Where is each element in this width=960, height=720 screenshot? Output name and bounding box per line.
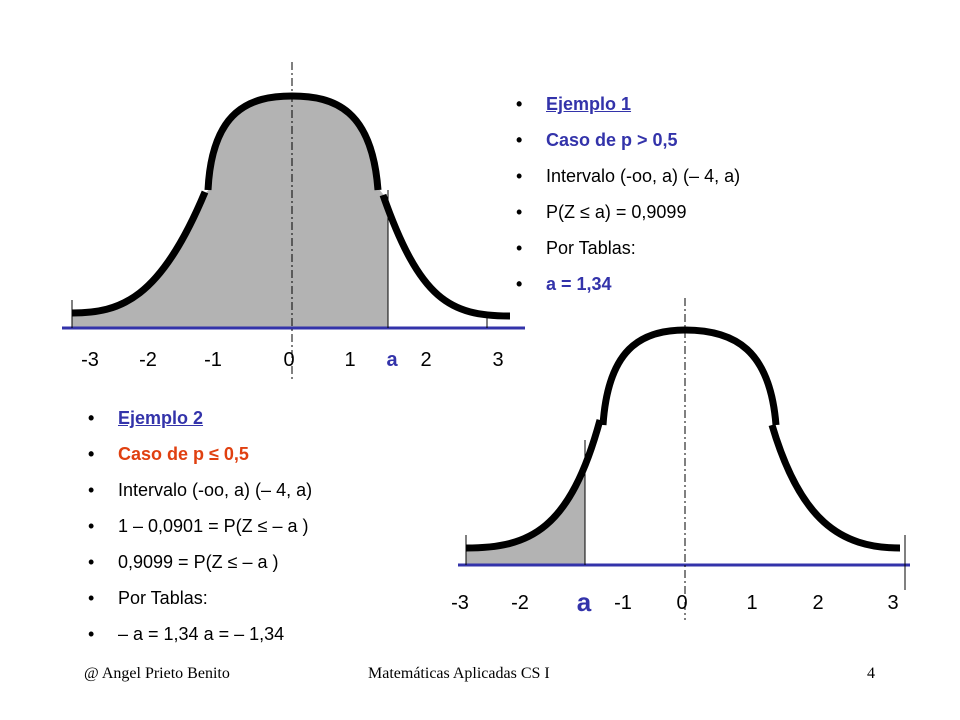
curve-segment-2a xyxy=(465,419,604,552)
footer-course: Matemáticas Aplicadas CS I xyxy=(368,665,550,682)
tick-label: 0 xyxy=(283,349,295,371)
tick-label: -2 xyxy=(139,349,157,371)
example-2-result: – a = 1,34 a = – 1,34 xyxy=(84,616,312,652)
tick-label: -2 xyxy=(511,592,529,614)
example-1-interval: Intervalo (-oo, a) (– 4, a) xyxy=(512,158,740,194)
tick-label: 3 xyxy=(887,592,899,614)
footer-author: @ Angel Prieto Benito xyxy=(84,665,230,682)
curve-segment-1c xyxy=(379,193,511,320)
tick-label: 1 xyxy=(746,592,758,614)
example-1-result: a = 1,34 xyxy=(512,266,740,302)
tick-label-a: a xyxy=(386,349,398,371)
curve-segment-1a xyxy=(71,190,209,317)
example-2-title: Ejemplo 2 xyxy=(84,400,312,436)
tick-label: 2 xyxy=(420,349,432,371)
example-2-tables: Por Tablas: xyxy=(84,580,312,616)
tick-label: -1 xyxy=(614,592,632,614)
tick-label: -3 xyxy=(81,349,99,371)
curve-segment-1b xyxy=(204,92,382,191)
tick-label: 0 xyxy=(676,592,688,614)
example-2-list: Ejemplo 2 Caso de p ≤ 0,5 Intervalo (-oo… xyxy=(84,400,312,652)
example-2-case: Caso de p ≤ 0,5 xyxy=(84,436,312,472)
footer-page-number: 4 xyxy=(867,665,875,682)
tick-label: 3 xyxy=(492,349,504,371)
tick-label: -3 xyxy=(451,592,469,614)
shaded-area-2 xyxy=(466,470,585,565)
example-1-probability: P(Z ≤ a) = 0,9099 xyxy=(512,194,740,230)
example-2-probability: 0,9099 = P(Z ≤ – a ) xyxy=(84,544,312,580)
tick-label-a: a xyxy=(576,587,592,617)
tick-label: 2 xyxy=(812,592,824,614)
example-2-interval: Intervalo (-oo, a) (– 4, a) xyxy=(84,472,312,508)
tick-label: -1 xyxy=(204,349,222,371)
curve-segment-2b xyxy=(599,326,780,426)
example-1-case: Caso de p > 0,5 xyxy=(512,122,740,158)
example-1-tables: Por Tablas: xyxy=(512,230,740,266)
example-1-title: Ejemplo 1 xyxy=(512,86,740,122)
example-2-complement: 1 – 0,0901 = P(Z ≤ – a ) xyxy=(84,508,312,544)
shaded-area-1 xyxy=(72,96,388,328)
curve-segment-2c xyxy=(768,424,901,552)
tick-label: 1 xyxy=(344,349,356,371)
example-1-list: Ejemplo 1 Caso de p > 0,5 Intervalo (-oo… xyxy=(512,86,740,302)
